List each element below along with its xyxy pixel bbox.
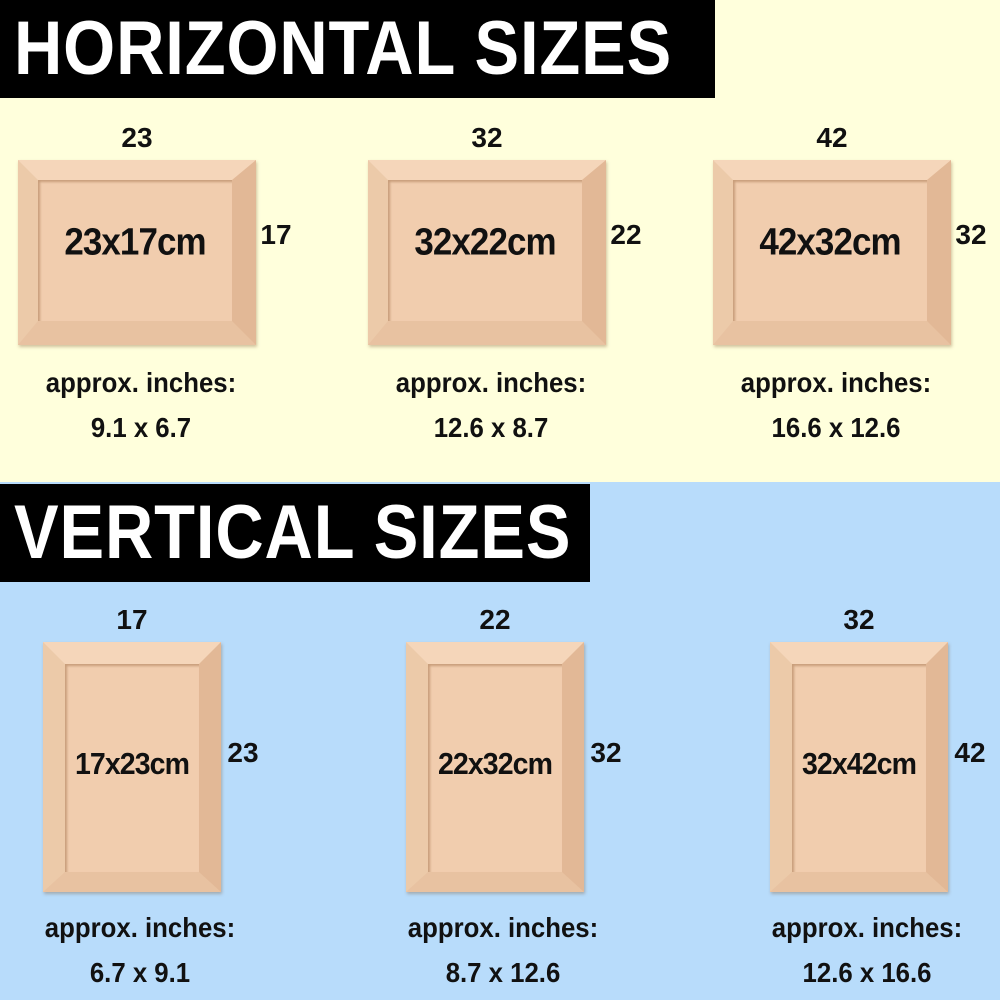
approx-inches: approx. inches: 9.1 x 6.7: [46, 360, 236, 450]
inches-value: 8.7 x 12.6: [445, 957, 561, 988]
inches-value: 12.6 x 16.6: [802, 957, 932, 988]
inches-value: 6.7 x 9.1: [89, 957, 191, 988]
width-label: 23: [121, 122, 153, 153]
wooden-frame-image: [713, 160, 951, 345]
approx-inches: approx. inches: 12.6 x 8.7: [396, 360, 586, 450]
height-label: 22: [610, 218, 642, 250]
width-label: 42: [816, 122, 848, 153]
approx-label: approx. inches:: [395, 367, 587, 398]
horizontal-section: HORIZONTAL SIZES 23 23x17cm 17 approx. i…: [0, 0, 1000, 482]
size-label: 22x32cm: [437, 746, 553, 781]
wooden-frame-image: [43, 642, 221, 892]
approx-inches: approx. inches: 6.7 x 9.1: [45, 905, 235, 995]
inches-value: 9.1 x 6.7: [90, 412, 192, 443]
height-label: 32: [955, 218, 987, 250]
wooden-frame-image: [406, 642, 584, 892]
height-label: 32: [590, 737, 622, 768]
wooden-frame-image: [770, 642, 948, 892]
width-label: 32: [471, 122, 503, 153]
vertical-sizes-banner: VERTICAL SIZES: [0, 484, 590, 582]
approx-label: approx. inches:: [407, 912, 599, 943]
approx-label: approx. inches:: [740, 367, 932, 398]
size-label: 32x22cm: [414, 221, 556, 263]
height-label: 42: [954, 737, 986, 768]
approx-inches: approx. inches: 16.6 x 12.6: [741, 360, 931, 450]
inches-value: 16.6 x 12.6: [771, 412, 901, 443]
approx-label: approx. inches:: [44, 912, 236, 943]
width-label: 17: [116, 604, 148, 635]
size-label: 42x32cm: [759, 221, 901, 263]
width-label: 22: [479, 604, 511, 635]
wooden-frame-image: [368, 160, 606, 345]
height-label: 17: [260, 218, 292, 250]
size-label: 23x17cm: [64, 221, 206, 263]
approx-inches: approx. inches: 8.7 x 12.6: [408, 905, 598, 995]
approx-label: approx. inches:: [771, 912, 963, 943]
vertical-section: VERTICAL SIZES 17 17x23cm 23 approx. inc…: [0, 482, 1000, 1000]
horizontal-sizes-banner: HORIZONTAL SIZES: [0, 0, 715, 98]
approx-inches: approx. inches: 12.6 x 16.6: [772, 905, 962, 995]
vertical-title: VERTICAL SIZES: [14, 490, 572, 575]
wooden-frame-image: [18, 160, 256, 345]
size-label: 17x23cm: [74, 746, 190, 781]
size-label: 32x42cm: [801, 746, 917, 781]
width-label: 32: [843, 604, 875, 635]
height-label: 23: [227, 737, 259, 768]
inches-value: 12.6 x 8.7: [433, 412, 549, 443]
horizontal-title: HORIZONTAL SIZES: [14, 6, 673, 91]
approx-label: approx. inches:: [45, 367, 237, 398]
